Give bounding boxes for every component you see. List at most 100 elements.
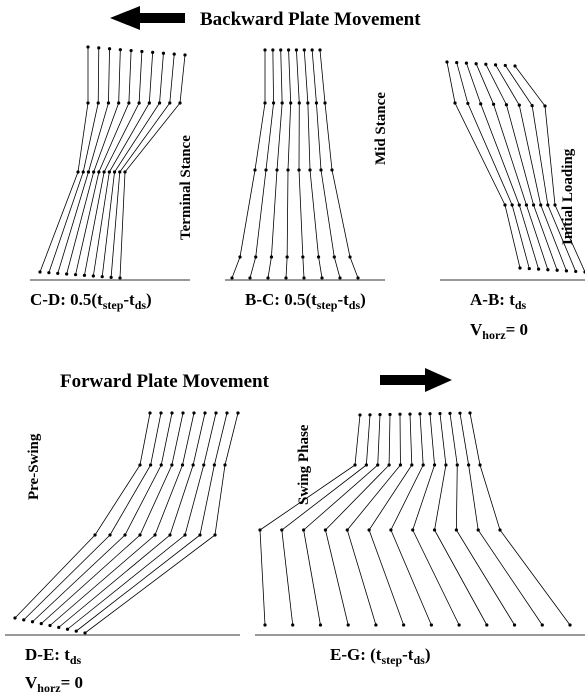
- caption: A-B: tds: [470, 290, 527, 312]
- joint: [297, 168, 300, 171]
- joint: [110, 276, 113, 279]
- subscript: ds: [70, 653, 82, 667]
- joint: [546, 203, 549, 206]
- joint: [92, 274, 95, 277]
- joint: [318, 48, 321, 51]
- joint: [83, 631, 86, 634]
- joint: [458, 412, 461, 415]
- joint: [279, 48, 282, 51]
- caption-part: ): [146, 290, 152, 309]
- joint: [138, 463, 141, 466]
- joint: [284, 276, 287, 279]
- joint: [158, 101, 161, 104]
- joint: [281, 101, 284, 104]
- stick-limb: [435, 414, 487, 625]
- joint: [48, 624, 51, 627]
- caption: B-C: 0.5(tstep-tds): [245, 290, 366, 312]
- joint: [358, 413, 361, 416]
- joint: [181, 463, 184, 466]
- stick-limb: [250, 50, 274, 278]
- joint: [254, 255, 257, 258]
- joint: [333, 255, 336, 258]
- phase-label: Swing Phase: [296, 424, 312, 505]
- joint: [170, 411, 173, 414]
- joint: [301, 255, 304, 258]
- caption: Vhorz= 0: [470, 320, 528, 342]
- joint: [320, 276, 323, 279]
- joint: [127, 101, 130, 104]
- stick-limb: [76, 413, 227, 631]
- joint: [367, 528, 370, 531]
- joint: [192, 463, 195, 466]
- joint: [86, 45, 89, 48]
- joint: [22, 618, 25, 621]
- joint: [286, 168, 289, 171]
- stick-limb: [268, 50, 282, 278]
- joint: [275, 168, 278, 171]
- joint: [444, 463, 447, 466]
- joint: [97, 46, 100, 49]
- joint: [148, 411, 151, 414]
- joint: [173, 53, 176, 56]
- caption-part: ): [425, 645, 431, 664]
- subscript: ds: [413, 653, 425, 667]
- joint: [298, 101, 301, 104]
- joint: [399, 463, 402, 466]
- joint: [479, 102, 482, 105]
- joint: [287, 48, 290, 51]
- joint: [82, 170, 85, 173]
- caption-part: D-E: t: [25, 645, 70, 664]
- subscript: ds: [349, 298, 361, 312]
- joint: [428, 412, 431, 415]
- joint: [478, 463, 481, 466]
- stick-limb: [76, 51, 132, 275]
- joint: [119, 48, 122, 51]
- joint: [465, 62, 468, 65]
- stick-limb: [40, 47, 88, 272]
- joint: [263, 48, 266, 51]
- joint: [484, 63, 487, 66]
- joint: [518, 266, 521, 269]
- stick-limb: [296, 50, 304, 278]
- caption-part: B-C: 0.5(t: [245, 290, 317, 309]
- caption-part: E-G: (t: [330, 645, 382, 664]
- joint: [374, 623, 377, 626]
- stick-limb: [325, 414, 390, 625]
- joint: [138, 533, 141, 536]
- caption-part: -t: [337, 290, 349, 309]
- joint: [457, 623, 460, 626]
- joint: [170, 463, 173, 466]
- joint: [531, 104, 534, 107]
- joint: [315, 101, 318, 104]
- joint: [468, 411, 471, 414]
- joint: [151, 51, 154, 54]
- phase-label: Mid Stance: [373, 92, 389, 165]
- joint: [456, 463, 459, 466]
- stick-limb: [85, 413, 238, 633]
- stick-limb: [496, 65, 567, 271]
- joint: [66, 628, 69, 631]
- subscript: step: [317, 298, 338, 312]
- caption: D-E: tds: [25, 645, 82, 667]
- subscript: step: [103, 298, 124, 312]
- caption: E-G: (tstep-tds): [330, 645, 430, 667]
- joint: [149, 463, 152, 466]
- joint: [263, 101, 266, 104]
- caption-part: -t: [123, 290, 135, 309]
- joint: [388, 413, 391, 416]
- joint: [541, 623, 544, 626]
- joint: [101, 275, 104, 278]
- joint: [408, 412, 411, 415]
- joint: [455, 528, 458, 531]
- caption: Vhorz= 0: [25, 673, 83, 694]
- phase-label: Terminal Stance: [178, 135, 194, 240]
- joint: [504, 64, 507, 67]
- subscript: step: [381, 653, 402, 667]
- stick-limb: [102, 53, 163, 276]
- caption-part: V: [25, 673, 38, 692]
- joint: [159, 411, 162, 414]
- joint: [503, 203, 506, 206]
- joint: [317, 255, 320, 258]
- joint: [574, 270, 577, 273]
- joint: [107, 101, 110, 104]
